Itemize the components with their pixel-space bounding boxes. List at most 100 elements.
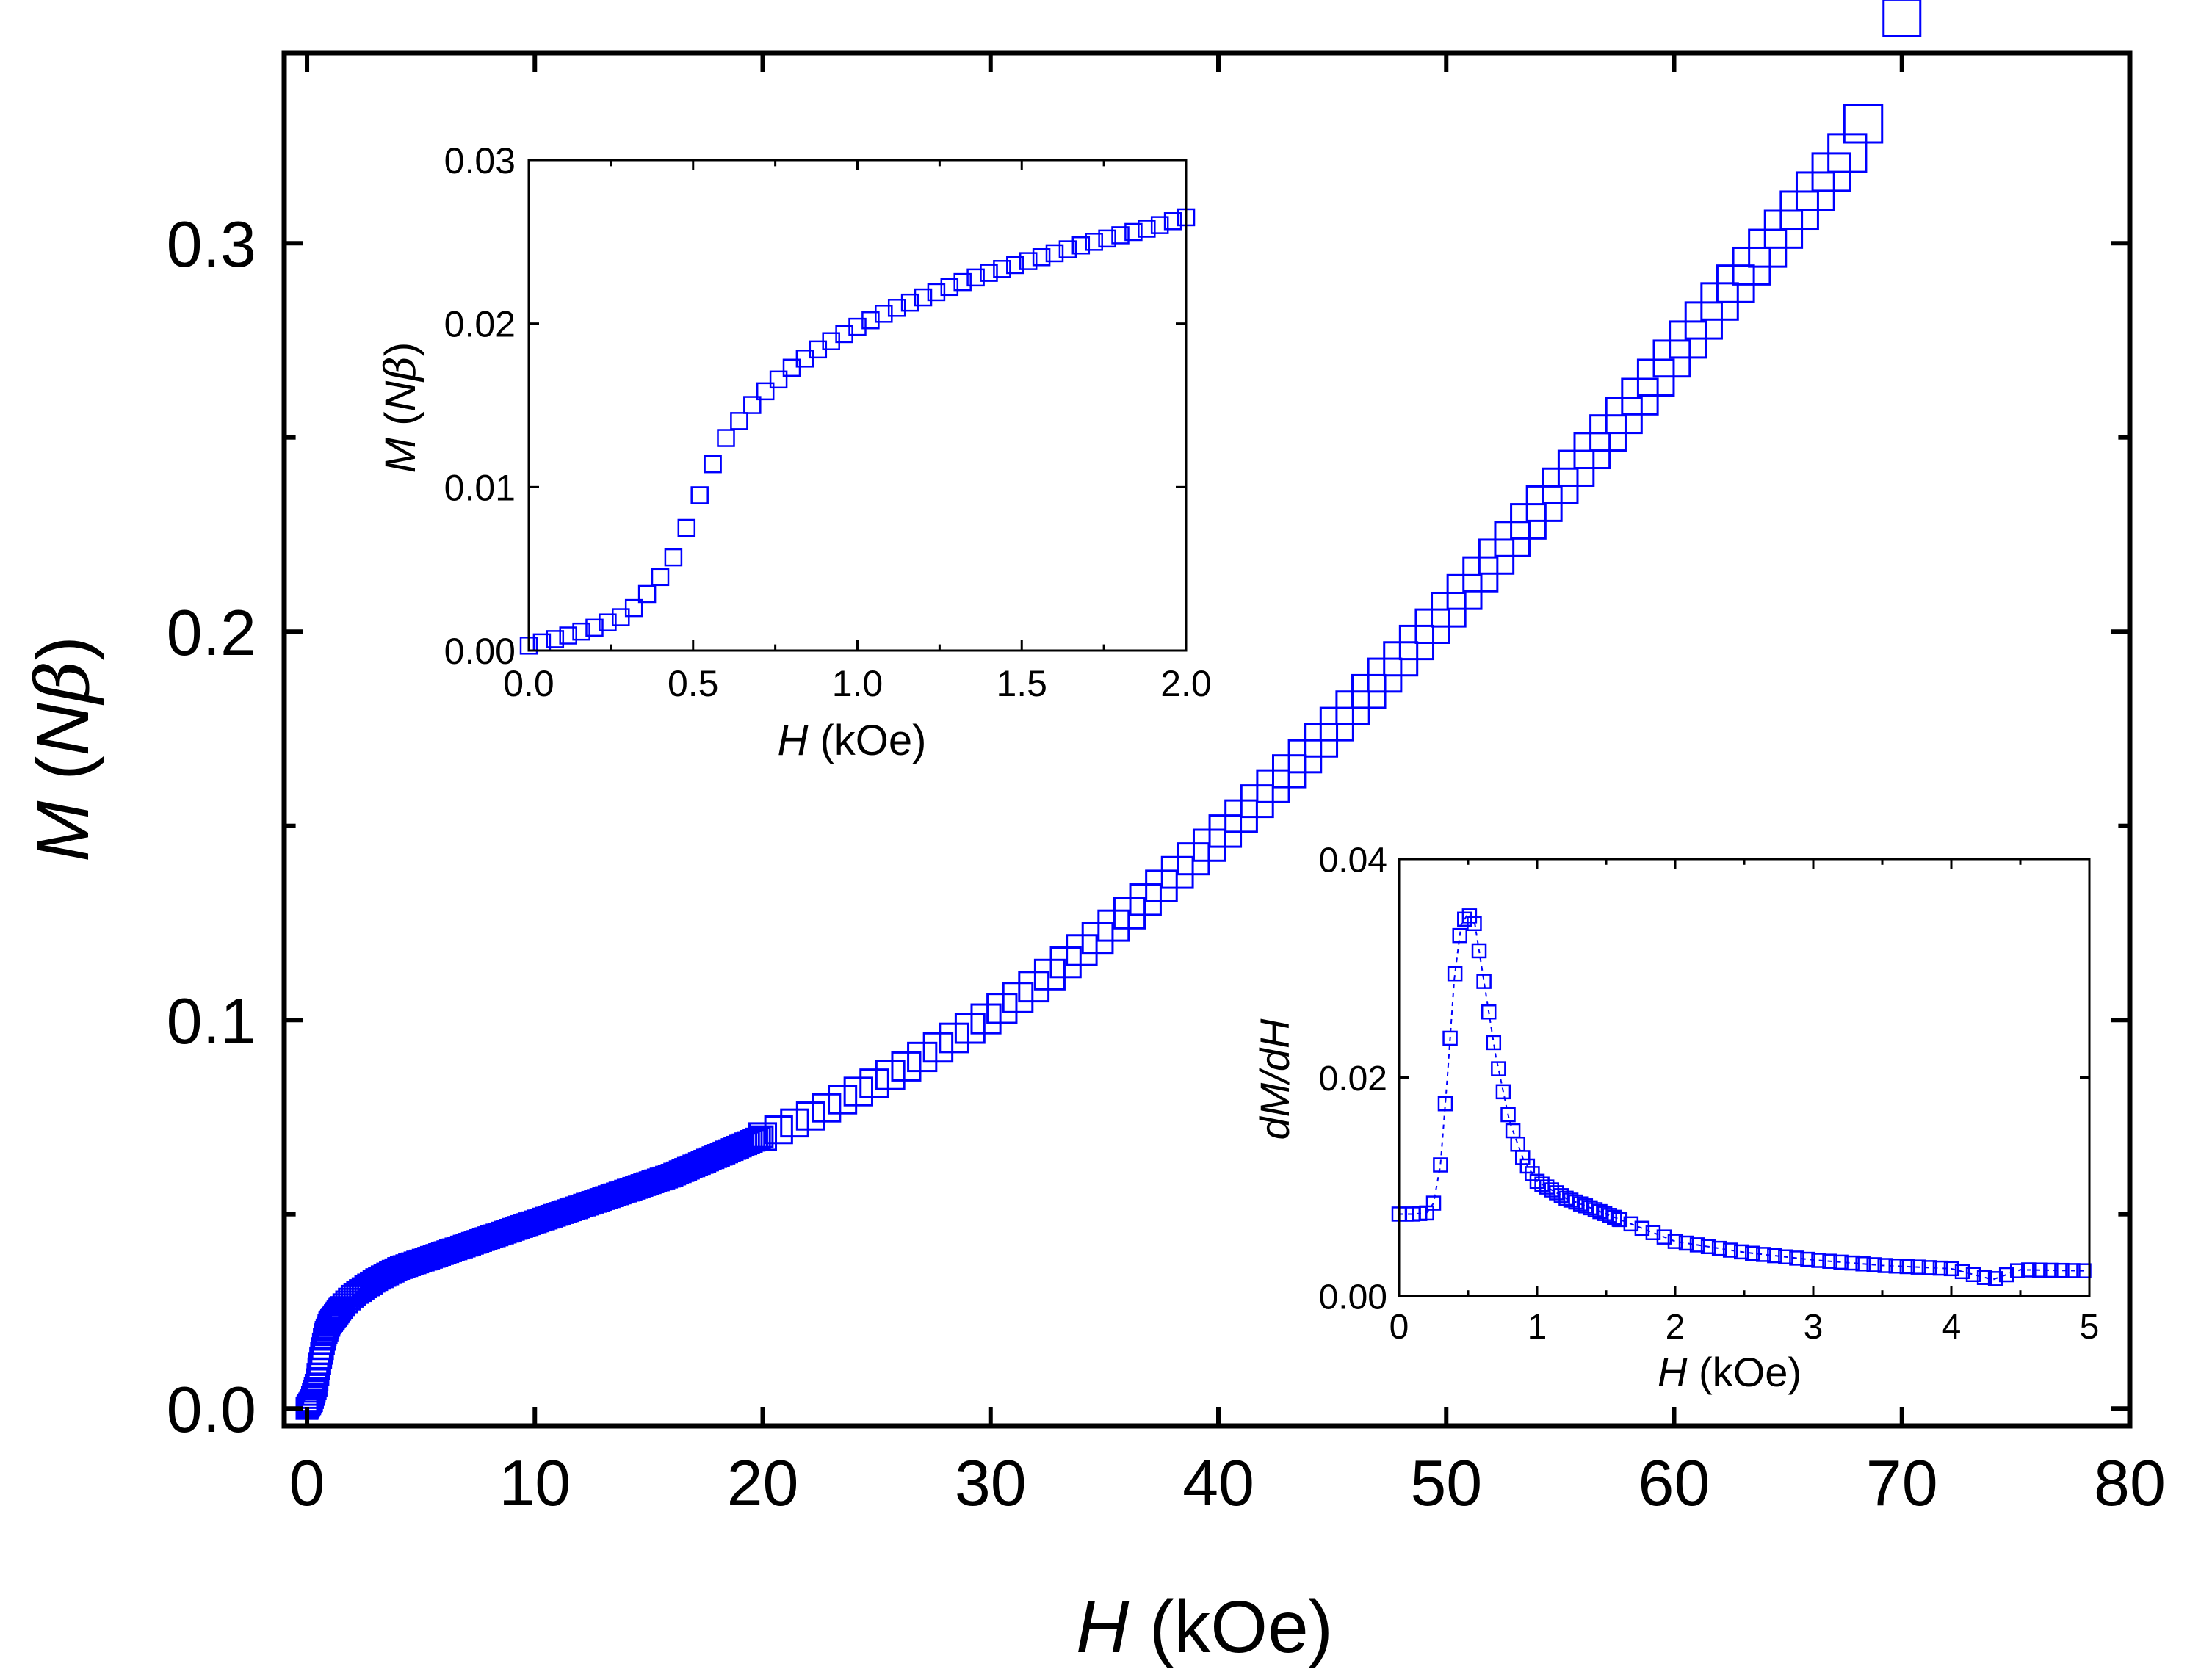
main-x-tick-label: 20 [727,1447,799,1519]
inset-low-field-data-point [624,598,643,618]
inset-low-field-data-point [1019,252,1038,270]
inset-low-field-data-point [980,264,998,282]
inset-derivative-x-tick-label: 0 [1389,1308,1409,1347]
inset-derivative-data-point [1612,1212,1628,1228]
main-data-point [907,1041,938,1073]
inset-low-field-y-tick-label: 0.02 [444,304,516,345]
inset-low-field-x-tick-label: 1.5 [996,663,1047,704]
inset-derivative-data-point [1549,1185,1564,1201]
inset-low-field-data-point [953,272,972,292]
inset-derivative-data-point [1597,1206,1613,1221]
inset-low-field-data-point [704,455,722,474]
inset-low-field-data-point [717,429,735,447]
main-y-tick-label: 0.2 [167,596,256,669]
main-y-tick-label: 0.3 [167,208,256,280]
inset-derivative-data-point [1954,1264,1970,1280]
inset-derivative-data-point [1457,911,1472,927]
inset-low-field-data-point [743,396,762,414]
inset-derivative-data-point [1519,1158,1536,1174]
main-y-axis-label: M (Nβ) [20,636,106,862]
inset-derivative-data-point [1486,1035,1502,1051]
inset-derivative-data-point [1844,1255,1860,1271]
inset-derivative-x-axis-label: H (kOe) [1658,1349,1801,1395]
inset-derivative-data-point [1987,1271,2003,1286]
main-data-point [1843,104,1884,144]
inset-derivative-data-point [1515,1150,1531,1165]
inset-low-field-y-label-beta: β [375,356,425,383]
main-y-tick-label: 0.0 [167,1373,256,1446]
inset-derivative-data-point [1833,1254,1849,1270]
inset-low-field-data-point [1124,222,1143,242]
inset-derivative-data-point [1553,1188,1569,1203]
inset-derivative-data-point [1572,1196,1589,1212]
inset-derivative-data-point [1932,1260,1948,1276]
inset-derivative-data-point [1558,1190,1574,1206]
inset-derivative-data-point [1525,1166,1540,1181]
inset-derivative-data-point [1888,1258,1904,1274]
inset-derivative-data-point [1602,1208,1617,1223]
main-x-tick-label: 0 [289,1447,325,1519]
inset-derivative-data-point [2009,1263,2025,1278]
inset-low-field-data-point [1098,229,1116,248]
main-data-point [795,1101,825,1131]
main-data-point [780,1108,809,1138]
inset-low-field-data-point [1045,244,1064,263]
inset-derivative-data-point [1656,1229,1672,1245]
inset-low-field-data-point [572,622,590,641]
inset-low-field-x-tick-labels: 0.0 0.5 1.0 1.5 2.0 [503,663,1212,704]
main-x-tick-labels: 0 10 20 30 40 50 60 70 80 [289,1447,2166,1519]
inset-derivative-data-point [1678,1235,1694,1251]
inset-low-field-data-point [651,568,670,587]
main-y-label-symbol: M [22,800,104,862]
inset-low-field-data-point [782,358,801,377]
main-x-tick-label: 70 [1866,1447,1938,1519]
inset-derivative-data-point [1476,974,1492,989]
inset-derivative-data-point [1767,1248,1782,1264]
main-data-point [1882,0,1922,37]
inset-derivative-markers [1391,908,2092,1286]
inset-low-field-data-point [559,626,577,645]
main-data-point [1621,377,1659,416]
inset-derivative-data-point [1855,1256,1871,1272]
inset-low-field-data-point [637,584,657,604]
inset-derivative-data-point [1877,1258,1893,1273]
inset-low-field-x-tick-label: 0.0 [503,663,554,704]
inset-low-field-data-point [756,382,775,401]
inset-low-field-y-label-paren: ( [377,411,424,437]
inset-derivative-data-point [1910,1259,1926,1275]
inset-derivative-data-point [2065,1263,2081,1278]
main-y-label-close: ) [22,636,104,660]
main-data-point [970,1003,1002,1035]
main-x-label-symbol: H [1076,1586,1130,1668]
inset-derivative-data-point [1442,1030,1458,1046]
inset-low-field-data-point [769,370,788,389]
inset-low-field-x-axis-label: H (kOe) [777,717,926,764]
inset-derivative-data-point [1943,1261,1959,1277]
inset-derivative-data-point [1437,1096,1453,1112]
main-x-label-unit: (kOe) [1129,1586,1333,1668]
inset-derivative-y-tick-label: 0.02 [1319,1060,1387,1098]
inset-low-field-data-point [1006,256,1024,275]
main-data-point [828,1085,858,1115]
inset-low-field-data-point [993,260,1011,278]
main-y-tick-label: 0.1 [167,985,256,1057]
inset-low-field-x-label-unit: (kOe) [808,717,926,764]
inset-derivative-x-label-symbol: H [1658,1349,1688,1395]
inset-derivative-data-point [1634,1220,1650,1237]
inset-derivative-data-point [2054,1262,2070,1278]
inset-derivative-data-point [1976,1270,1992,1285]
inset-derivative-data-point [1471,943,1487,959]
inset-derivative-data-point [1452,927,1467,944]
inset-derivative-x-tick-label: 2 [1666,1308,1685,1347]
inset-derivative-data-point [1467,916,1482,932]
main-x-tick-label: 60 [1638,1447,1710,1519]
inset-low-field-y-label-symbol: M [377,437,424,473]
inset-derivative-data-point [1689,1237,1705,1253]
main-x-tick-label: 50 [1410,1447,1482,1519]
inset-low-field-x-tick-label: 1.0 [832,663,883,704]
inset-low-field-data-point [1071,236,1091,255]
inset-low-field-data-point [966,268,985,287]
inset-low-field-data-point [1111,226,1130,245]
main-data-point [1033,958,1066,991]
main-data-point [764,1115,793,1145]
